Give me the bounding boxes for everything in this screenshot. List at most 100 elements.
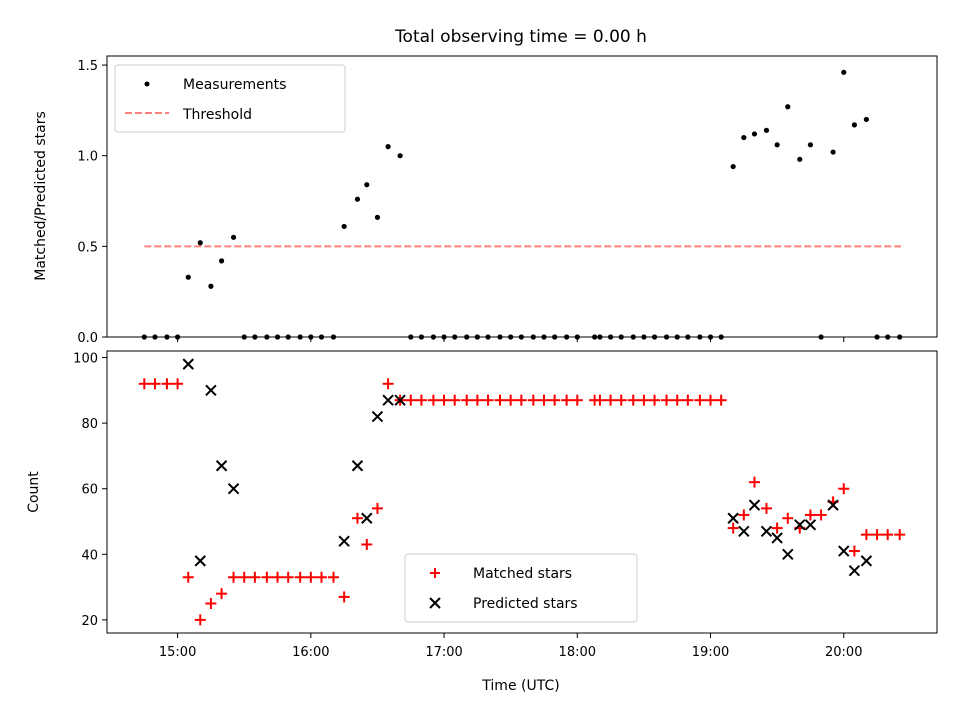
predicted-star-point <box>382 394 394 406</box>
top-frame <box>106 55 938 338</box>
matched-star-point <box>261 571 273 583</box>
measurement-point <box>863 116 869 123</box>
bottom-y-tick-label: 20 <box>81 614 98 629</box>
x-tick-label: 17:00 <box>425 645 462 660</box>
measurement-point <box>785 104 791 110</box>
matched-star-point <box>838 483 850 495</box>
top-y-tick-label: 1.5 <box>77 59 98 74</box>
matched-star-point <box>249 571 261 583</box>
matched-star-point <box>505 394 517 406</box>
legend-matched-label: Matched stars <box>473 566 572 582</box>
matched-star-point <box>815 509 827 521</box>
matched-star-point <box>461 394 473 406</box>
predicted-star-point <box>205 384 217 397</box>
legend-measurements-marker <box>144 81 150 87</box>
matched-star-point <box>882 529 894 541</box>
predicted-star-point <box>838 545 850 557</box>
bottom-frame <box>106 350 938 634</box>
matched-star-point <box>438 394 450 406</box>
measurement-point <box>218 258 225 264</box>
matched-star-point <box>715 394 727 406</box>
measurement-point <box>230 234 237 240</box>
top-axes: 0.0 0.5 1.0 1.5 <box>77 59 845 346</box>
matched-star-point <box>149 378 161 390</box>
matched-star-point <box>671 394 683 406</box>
matched-star-point <box>638 394 650 406</box>
legend-predicted-marker <box>429 597 441 609</box>
x-tick-label: 18:00 <box>559 645 596 660</box>
predicted-star-point <box>227 483 240 495</box>
matched-star-point <box>482 394 494 406</box>
matched-star-point <box>804 509 816 521</box>
matched-star-point <box>871 529 883 541</box>
legend-matched-marker <box>430 568 440 578</box>
bottom-axes: 20 40 60 80 100 15:00 16:00 17:00 18:00 19:00 20:0… <box>73 352 862 660</box>
predicted-star-point <box>860 555 873 567</box>
measurement-point <box>341 223 347 230</box>
matched-star-point <box>427 394 439 406</box>
legend-measurements-label: Measurements <box>183 77 286 93</box>
matched-star-point <box>705 394 717 406</box>
matched-star-point <box>405 394 417 406</box>
chart-title: Total observing time = 0.00 h <box>394 27 647 47</box>
predicted-star-point <box>848 564 861 577</box>
matched-star-point <box>549 394 561 406</box>
matched-star-point <box>282 571 294 583</box>
matched-star-point <box>238 571 250 583</box>
predicted-star-point <box>748 499 761 511</box>
top-y-tick-label: 1.0 <box>77 150 98 165</box>
matched-star-point <box>294 571 306 583</box>
matched-star-point <box>561 394 573 406</box>
matched-star-point <box>571 394 583 406</box>
measurement-point <box>763 127 770 133</box>
measurement-point <box>841 69 847 75</box>
measurement-point <box>830 149 836 155</box>
measurement-point <box>354 196 361 202</box>
matched-star-point <box>661 394 673 406</box>
predicted-star-point <box>338 535 350 547</box>
bottom-legend-box <box>404 553 638 623</box>
predicted-star-point <box>794 519 806 531</box>
predicted-star-point <box>194 555 206 567</box>
matched-star-point <box>605 394 617 406</box>
matched-star-point <box>682 394 694 406</box>
measurement-point <box>374 214 381 220</box>
matched-star-point <box>848 545 860 557</box>
x-tick-label: 16:00 <box>292 645 329 660</box>
legend-threshold-label: Threshold <box>182 107 252 123</box>
matched-star-point <box>371 502 383 514</box>
predicted-star-point <box>394 394 406 406</box>
x-axis-label: Time (UTC) <box>481 678 559 694</box>
top-marks <box>141 69 903 340</box>
predicted-star-point <box>371 410 384 423</box>
matched-star-point <box>727 522 739 534</box>
bottom-y-tick-label: 80 <box>81 417 98 432</box>
matched-star-point <box>361 538 373 550</box>
x-tick-label: 19:00 <box>692 645 729 660</box>
matched-star-point <box>182 571 194 583</box>
matched-star-point <box>216 588 228 600</box>
measurement-point <box>397 153 403 159</box>
matched-star-point <box>194 614 206 626</box>
measurement-point <box>851 122 857 128</box>
matched-star-point <box>515 394 527 406</box>
matched-star-point <box>894 529 906 541</box>
measurement-point <box>730 163 736 170</box>
matched-star-point <box>228 571 240 583</box>
matched-star-point <box>615 394 627 406</box>
top-y-tick-label: 0.0 <box>77 331 98 346</box>
matched-star-point <box>594 394 606 406</box>
top-legend-box <box>114 64 346 133</box>
matched-star-point <box>494 394 506 406</box>
matched-star-point <box>272 571 284 583</box>
matched-star-point <box>471 394 483 406</box>
bottom-panel: 20 40 60 80 100 15:00 16:00 17:00 18:00 19:00 20:0… <box>26 350 938 694</box>
predicted-star-point <box>738 525 750 538</box>
matched-star-point <box>627 394 639 406</box>
matched-star-point <box>205 597 217 609</box>
predicted-star-point <box>782 548 794 561</box>
measurement-point <box>741 134 747 141</box>
x-tick-label: 15:00 <box>159 645 196 660</box>
matched-star-point <box>138 378 150 390</box>
